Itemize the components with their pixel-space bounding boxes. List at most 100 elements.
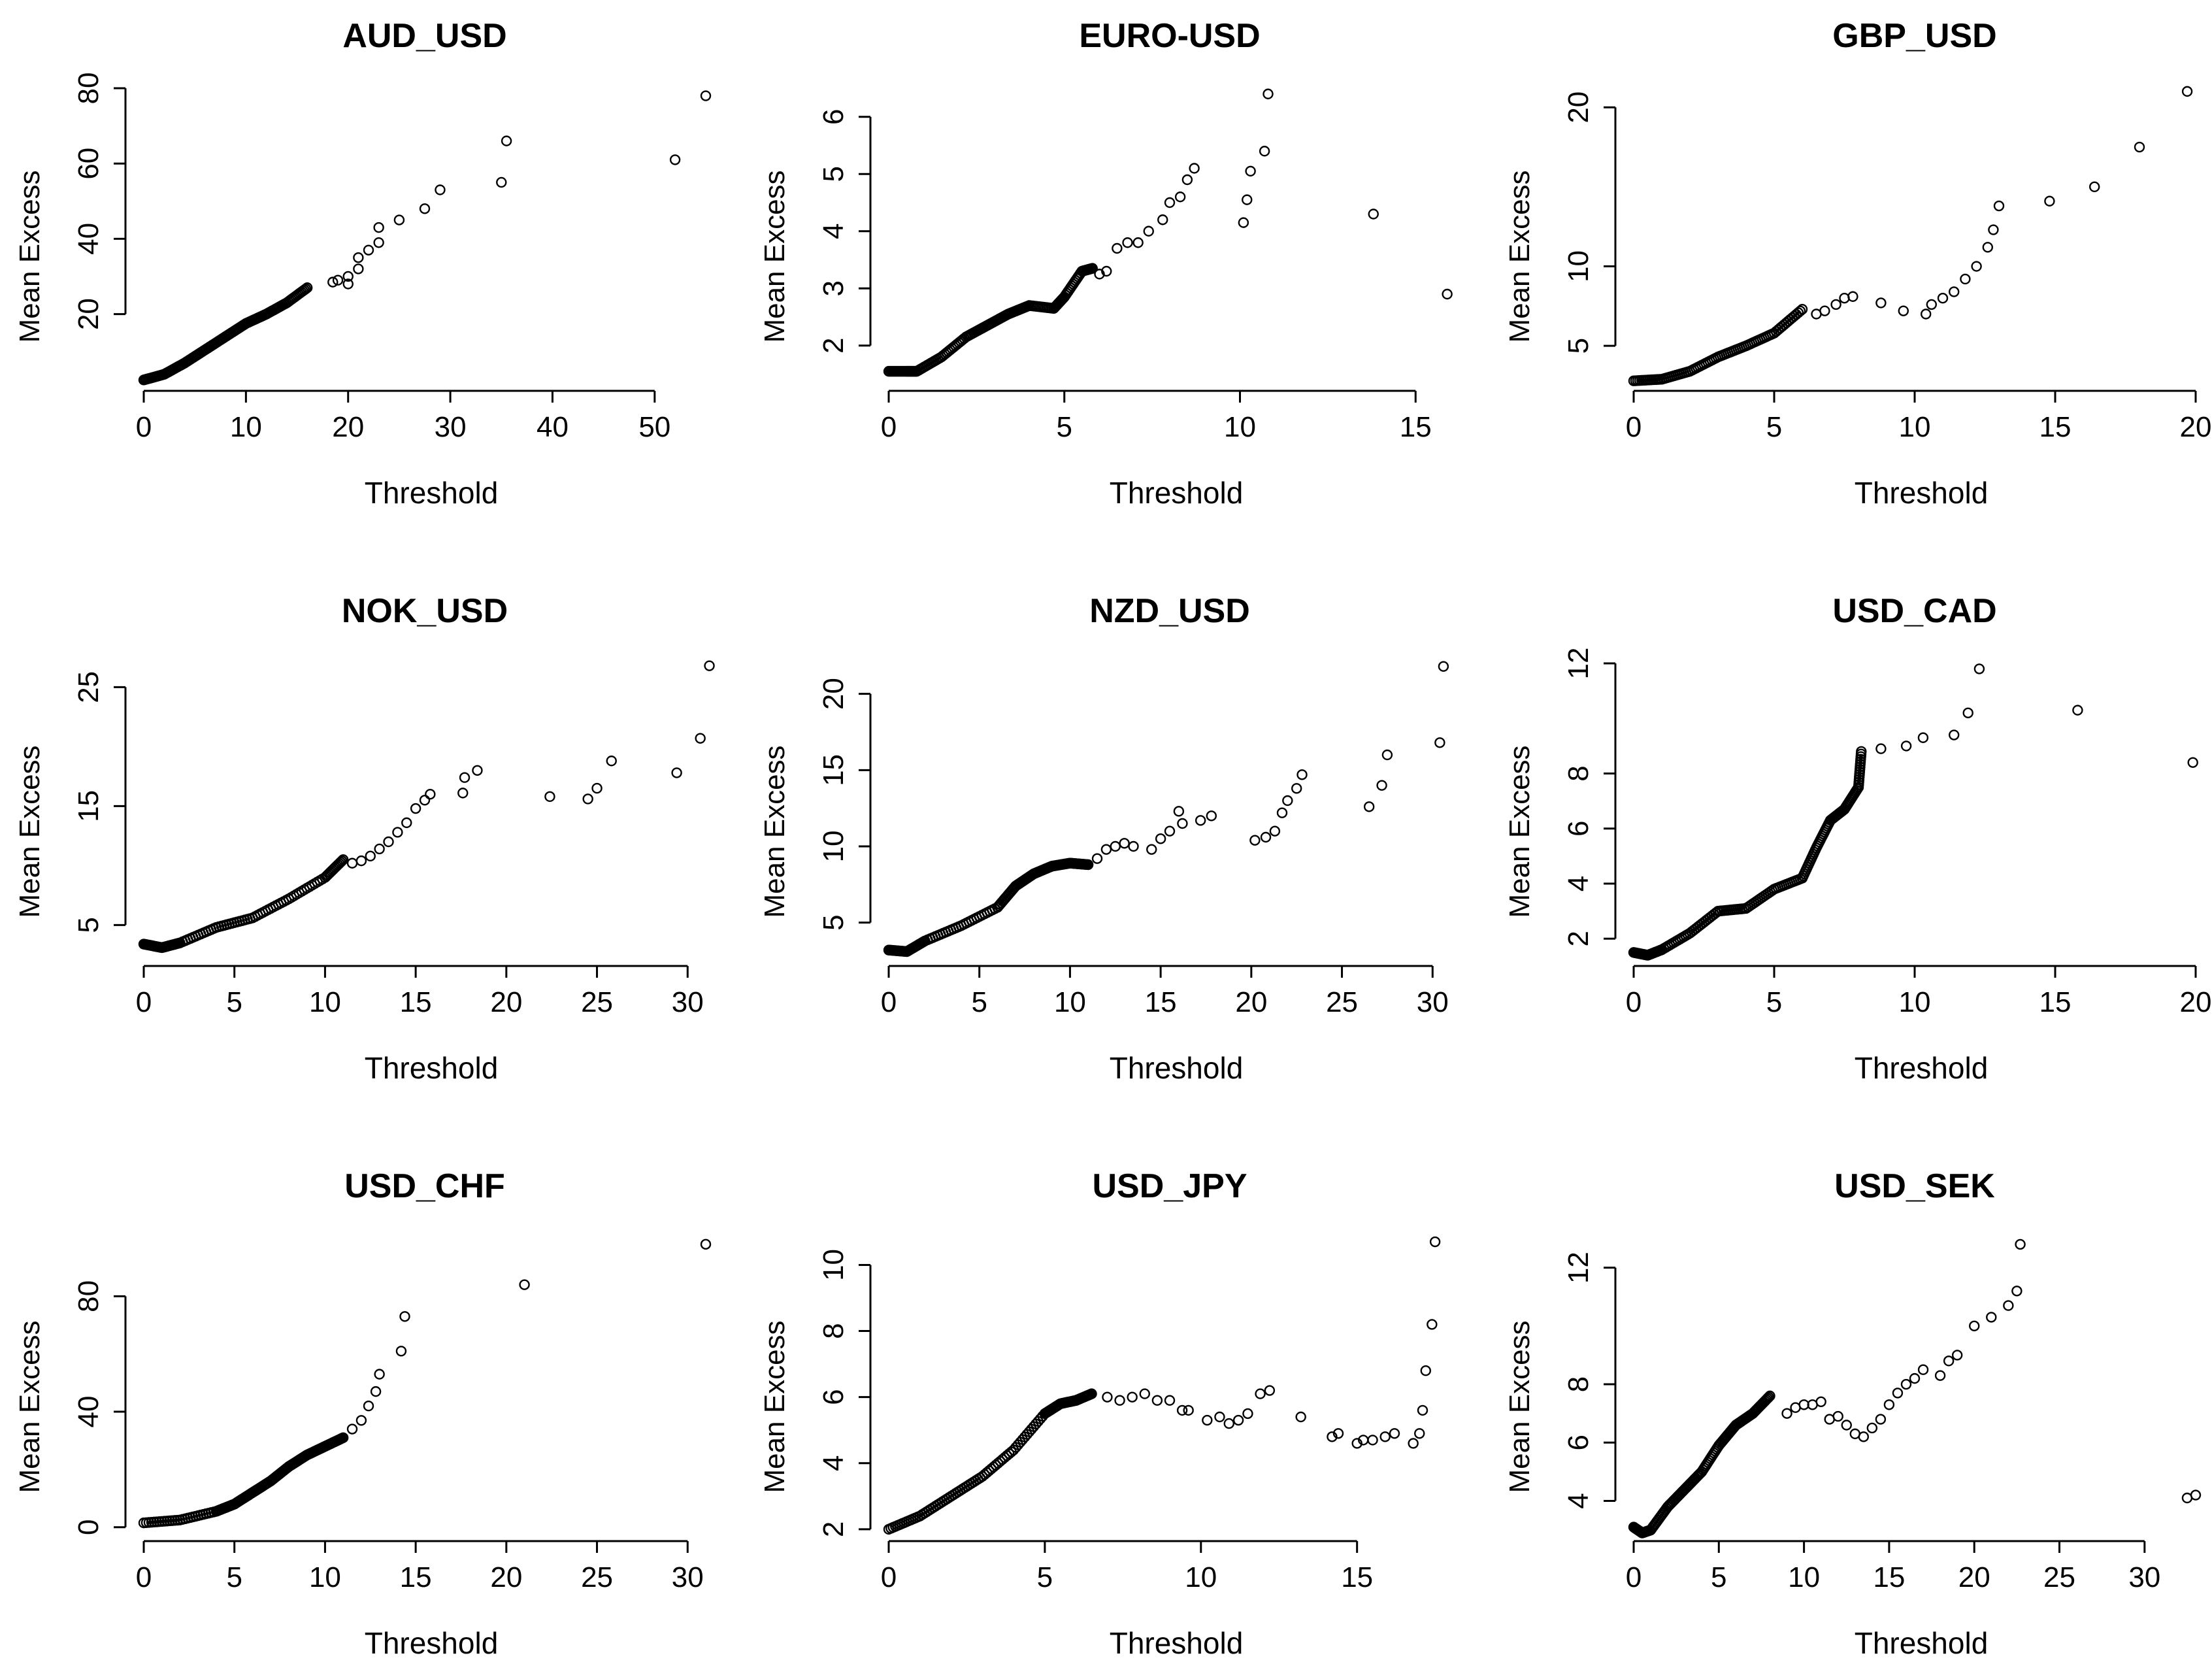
- data-point: [1762, 1393, 1773, 1404]
- data-point: [2011, 1286, 2022, 1297]
- data-point: [1351, 1438, 1362, 1449]
- data-point: [373, 222, 384, 233]
- data-point: [1900, 1378, 1912, 1390]
- x-tick-label: 10: [1788, 1561, 1820, 1593]
- x-tick-label: 15: [400, 986, 432, 1018]
- y-tick-label: 12: [1562, 1252, 1594, 1284]
- data-point: [1898, 305, 1909, 316]
- data-point: [1417, 1405, 1428, 1416]
- x-axis: 0 5 10 15: [881, 390, 1432, 443]
- x-tick-label: 10: [1899, 986, 1931, 1018]
- data-point: [1174, 191, 1186, 203]
- data-point: [363, 244, 374, 256]
- data-point: [1921, 308, 1932, 320]
- x-tick-label: 15: [1145, 986, 1177, 1018]
- y-tick-label: 4: [817, 1455, 850, 1471]
- x-tick-label: 0: [1626, 1561, 1642, 1593]
- data-point: [1086, 1388, 1097, 1399]
- data-points: [138, 660, 715, 954]
- panel-usd_sek: USD_SEK 0 5 10 15 20 25 30 Threshold 4 6 8 12 Mean Ex…: [1504, 1167, 2202, 1660]
- data-point: [1242, 1408, 1253, 1420]
- data-point: [1962, 707, 1973, 719]
- data-point: [1151, 1395, 1163, 1406]
- data-point: [337, 1432, 349, 1444]
- data-point: [346, 857, 358, 869]
- x-axis-label: Threshold: [1110, 1626, 1244, 1660]
- data-point: [1949, 286, 1960, 297]
- y-tick-label: 15: [73, 790, 105, 822]
- data-point: [336, 856, 348, 867]
- data-point: [1832, 1410, 1843, 1422]
- data-point: [1110, 840, 1121, 852]
- x-tick-label: 0: [881, 986, 897, 1018]
- data-point: [401, 817, 412, 829]
- data-point: [346, 1423, 358, 1435]
- data-point: [1143, 225, 1154, 237]
- data-point: [1438, 661, 1449, 672]
- data-point: [1291, 783, 1302, 794]
- chart-title: USD_CAD: [1832, 592, 1996, 630]
- x-tick-label: 0: [1626, 986, 1642, 1018]
- data-point: [1368, 208, 1379, 220]
- x-axis: 0 10 20 30 40 50: [136, 390, 670, 443]
- y-tick-label: 5: [1562, 338, 1594, 354]
- data-point: [1900, 740, 1912, 752]
- x-tick-label: 0: [136, 986, 152, 1018]
- x-tick-label: 25: [2043, 1561, 2075, 1593]
- chart-title: NOK_USD: [342, 592, 508, 630]
- data-point: [1155, 833, 1166, 844]
- data-point: [1295, 1411, 1306, 1423]
- y-axis: 2 4 6 8 12: [1562, 648, 1617, 947]
- data-points: [1628, 1238, 2202, 1538]
- data-point: [2187, 757, 2198, 768]
- y-axis: 5 15 25: [73, 671, 127, 933]
- data-point: [392, 827, 403, 838]
- x-tick-label: 25: [1326, 986, 1358, 1018]
- data-point: [1082, 859, 1094, 871]
- data-point: [669, 154, 681, 165]
- data-point: [1408, 1438, 1419, 1449]
- data-point: [2181, 86, 2193, 97]
- data-point: [1189, 163, 1200, 174]
- data-points: [138, 90, 712, 386]
- data-points: [1628, 663, 2198, 961]
- y-tick-label: 2: [817, 1521, 850, 1537]
- chart-title: AUD_USD: [342, 17, 506, 55]
- data-point: [1255, 1388, 1266, 1399]
- data-point: [1951, 1350, 1963, 1361]
- data-point: [1847, 291, 1858, 302]
- x-tick-label: 20: [332, 411, 364, 443]
- data-point: [1414, 1428, 1425, 1439]
- data-point: [1858, 1431, 1870, 1442]
- data-point: [1883, 1399, 1895, 1410]
- data-point: [1819, 305, 1830, 316]
- y-tick-label: 15: [817, 754, 850, 786]
- data-point: [459, 772, 470, 783]
- chart-title: GBP_USD: [1832, 17, 1996, 55]
- data-point: [1276, 807, 1288, 818]
- data-point: [1183, 1405, 1194, 1416]
- data-point: [1926, 299, 1937, 310]
- data-point: [419, 795, 431, 806]
- data-point: [1763, 1391, 1774, 1403]
- y-tick-label: 60: [73, 148, 105, 180]
- x-axis: 0 5 10 15 20 25 30: [136, 965, 704, 1018]
- data-point: [1434, 737, 1445, 748]
- x-tick-label: 0: [1626, 411, 1642, 443]
- y-tick-label: 5: [817, 914, 850, 930]
- data-point: [1146, 844, 1157, 855]
- x-tick-label: 5: [1766, 411, 1782, 443]
- y-tick-label: 6: [1562, 821, 1594, 837]
- data-point: [1238, 217, 1249, 228]
- data-points: [883, 1236, 1441, 1535]
- data-point: [2044, 195, 2055, 207]
- x-axis-label: Threshold: [1855, 476, 1989, 510]
- data-point: [301, 282, 313, 293]
- data-point: [332, 274, 344, 286]
- data-point: [1260, 831, 1272, 843]
- data-points: [883, 88, 1453, 377]
- y-axis-label: Mean Excess: [14, 1320, 46, 1493]
- chart-title: USD_SEK: [1834, 1167, 1995, 1205]
- y-tick-label: 5: [73, 917, 105, 933]
